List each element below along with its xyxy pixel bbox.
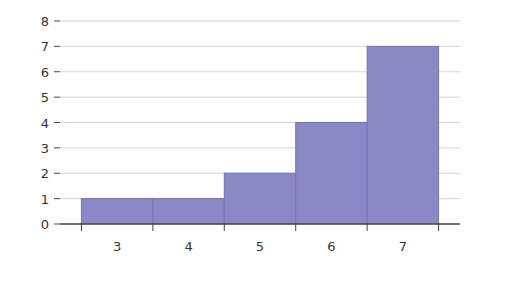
y-tick-label: 7 (41, 39, 49, 54)
x-tick-label: 6 (327, 239, 335, 254)
grid-line (60, 21, 460, 22)
chart-container: 0 1 2 3 4 5 6 7 8 3 4 5 6 7 (0, 0, 526, 289)
x-bin-tick (152, 224, 153, 231)
y-tick-label: 2 (41, 166, 49, 181)
y-tick-label: 1 (41, 192, 49, 207)
histogram-bar (296, 123, 367, 225)
x-tick-label: 4 (184, 239, 192, 254)
y-tick-label: 4 (41, 116, 49, 131)
y-tick (54, 46, 60, 47)
y-tick (54, 97, 60, 98)
histogram-bar (224, 173, 295, 224)
x-tick-label: 5 (256, 239, 264, 254)
chart-svg: 0 1 2 3 4 5 6 7 8 3 4 5 6 7 (0, 0, 526, 289)
histogram-bar (81, 199, 152, 224)
x-bin-tick (295, 224, 296, 231)
histogram-bar (367, 46, 438, 224)
y-tick (54, 224, 60, 225)
x-bin-tick (81, 224, 82, 231)
y-tick-label: 3 (41, 141, 49, 156)
y-tick (54, 198, 60, 199)
y-tick-label: 0 (41, 217, 49, 232)
y-tick (54, 21, 60, 22)
y-tick-label: 5 (41, 90, 49, 105)
histogram-bar (153, 199, 224, 224)
x-bin-tick (438, 224, 439, 231)
x-bin-tick (367, 224, 368, 231)
y-tick (54, 173, 60, 174)
y-tick (54, 71, 60, 72)
grid-line (60, 224, 460, 225)
y-tick-label: 6 (41, 65, 49, 80)
x-tick-label: 3 (113, 239, 121, 254)
y-tick-label: 8 (41, 14, 49, 29)
x-axis-line (60, 223, 460, 225)
bars (81, 46, 438, 224)
x-tick-label: 7 (399, 239, 407, 254)
x-bin-tick (224, 224, 225, 231)
y-tick (54, 147, 60, 148)
y-tick (54, 122, 60, 123)
